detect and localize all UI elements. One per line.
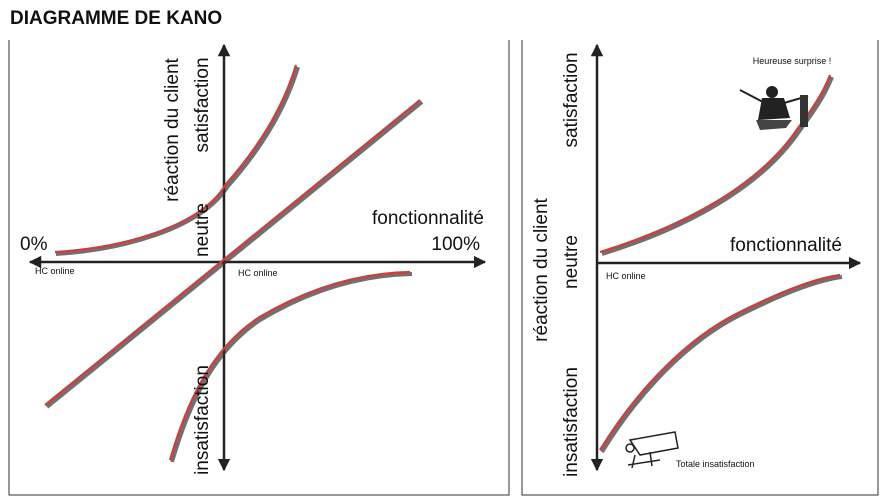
bottom-label: insatisfaction: [561, 367, 582, 477]
x-end: 100%: [431, 234, 480, 255]
right-frame: [521, 40, 879, 496]
sad-icon: [625, 431, 679, 469]
curves: [44, 64, 424, 463]
bottom-label: insatisfaction: [192, 365, 213, 475]
curves: [599, 74, 843, 454]
marker: HC online: [35, 266, 75, 276]
annotation: Heureuse surprise !: [753, 56, 832, 66]
x-axis-label: fonctionnalité: [730, 235, 842, 256]
marker: HC online: [606, 271, 646, 281]
title: DIAGRAMME DE KANO: [10, 8, 222, 29]
y-axis-label: réaction du client: [531, 197, 552, 341]
middle-label: neutre: [561, 235, 582, 289]
x-start: 0%: [20, 234, 48, 255]
marker: HC online: [238, 268, 278, 278]
top-label: satisfaction: [561, 52, 582, 147]
left-frame: [8, 40, 510, 496]
top-label: satisfaction: [192, 57, 213, 152]
annotation: Totale insatisfaction: [676, 459, 755, 469]
y-axis-label: réaction du client: [162, 57, 183, 201]
middle-label: neutre: [192, 203, 213, 257]
happy-icon: [739, 86, 809, 130]
x-axis-label: fonctionnalité: [372, 208, 484, 229]
